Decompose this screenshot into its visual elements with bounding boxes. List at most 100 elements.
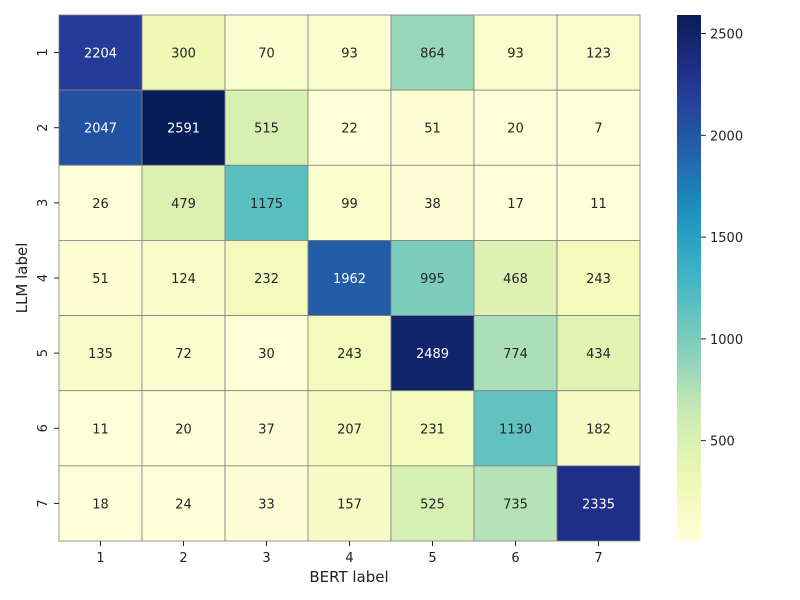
heatmap-cell-value: 2489 <box>416 347 449 362</box>
heatmap-cell-value: 38 <box>424 197 441 212</box>
heatmap-cell <box>141 14 226 91</box>
heatmap-cell-value: 93 <box>341 47 358 62</box>
heatmap-cell-value: 33 <box>258 497 275 512</box>
heatmap-cell <box>556 164 641 241</box>
heatmap-cell-value: 300 <box>171 47 196 62</box>
colorbar-tick-label: 2500 <box>710 28 743 43</box>
heatmap-cell-value: 479 <box>171 197 196 212</box>
heatmap-cell-value: 26 <box>92 197 109 212</box>
heatmap-cell-value: 51 <box>92 272 109 287</box>
heatmap-cell-value: 434 <box>586 347 611 362</box>
x-tick-label: 3 <box>262 551 270 566</box>
heatmap-cell <box>473 240 558 316</box>
heatmap-cell-value: 1130 <box>499 422 532 437</box>
heatmap-cell-value: 20 <box>507 122 524 137</box>
heatmap-cell-value: 1175 <box>250 197 283 212</box>
y-tick-label: 6 <box>36 424 51 432</box>
heatmap-cell-value: 182 <box>586 422 611 437</box>
heatmap-cell-value: 2335 <box>582 497 615 512</box>
heatmap-cell-value: 93 <box>507 47 524 62</box>
colorbar-tick-label: 1000 <box>710 333 743 348</box>
heatmap-cell <box>556 465 641 542</box>
heatmap-cell <box>556 315 641 392</box>
heatmap-cell-value: 17 <box>507 197 524 212</box>
heatmap-cell <box>58 164 143 241</box>
heatmap-cell <box>473 14 558 91</box>
heatmap-cell <box>224 164 309 241</box>
colorbar-tick-label: 1500 <box>710 231 743 246</box>
y-tick-label: 2 <box>36 124 51 132</box>
y-tick-label: 1 <box>36 48 51 56</box>
colorbar-tick-label: 500 <box>710 435 735 450</box>
x-tick-label: 4 <box>345 551 353 566</box>
heatmap-cell-value: 22 <box>341 122 358 137</box>
heatmap-cell-value: 735 <box>503 497 528 512</box>
x-tick-label: 7 <box>594 551 602 566</box>
heatmap-cells <box>58 14 641 542</box>
y-axis-ticks: 1 2 3 4 5 6 7 <box>36 48 59 508</box>
x-tick-label: 1 <box>96 551 104 566</box>
y-tick-label: 5 <box>36 349 51 357</box>
heatmap-cell <box>224 89 309 166</box>
heatmap-cell <box>224 315 309 392</box>
heatmap-cell-value: 30 <box>258 347 275 362</box>
heatmap-cell-value: 232 <box>254 272 279 287</box>
heatmap-cell-value: 20 <box>175 422 192 437</box>
heatmap-cell <box>141 240 226 316</box>
heatmap-cell-value: 774 <box>503 347 528 362</box>
heatmap-cell <box>307 14 392 91</box>
heatmap-cell <box>224 465 309 542</box>
heatmap-cell <box>307 240 392 316</box>
heatmap-cell-value: 70 <box>258 47 275 62</box>
heatmap-cell-value: 995 <box>420 272 445 287</box>
heatmap-cell <box>556 390 641 467</box>
heatmap-cell-value: 2047 <box>84 122 117 137</box>
heatmap-cell <box>473 89 558 166</box>
heatmap-cell-value: 1962 <box>333 272 366 287</box>
x-tick-label: 6 <box>511 551 519 566</box>
heatmap-cell-value: 207 <box>337 422 362 437</box>
heatmap-cell <box>390 390 475 467</box>
heatmap-cell <box>307 390 392 467</box>
y-tick-label: 7 <box>36 499 51 507</box>
heatmap-cell-value: 51 <box>424 122 441 137</box>
heatmap-cell-value: 243 <box>586 272 611 287</box>
x-axis-ticks: 1 2 3 4 5 6 7 <box>96 541 603 566</box>
heatmap-cell-value: 2204 <box>84 47 117 62</box>
y-axis-label: LLM label <box>13 243 31 314</box>
heatmap-cell <box>390 14 475 91</box>
heatmap-cell <box>556 89 641 166</box>
y-tick-label: 4 <box>36 274 51 282</box>
x-tick-label: 5 <box>428 551 436 566</box>
heatmap-cell <box>58 390 143 467</box>
heatmap-cell-value: 864 <box>420 47 445 62</box>
heatmap-cell-value: 18 <box>92 497 109 512</box>
heatmap-cell <box>307 465 392 542</box>
heatmap-cell <box>58 465 143 542</box>
colorbar: 500 1000 1500 2000 2500 <box>677 15 743 541</box>
colorbar-gradient <box>677 15 701 541</box>
heatmap-cell <box>390 465 475 542</box>
heatmap-cell-value: 243 <box>337 347 362 362</box>
heatmap-cell-value: 72 <box>175 347 192 362</box>
heatmap-cell <box>390 89 475 166</box>
heatmap-cell-value: 123 <box>586 47 611 62</box>
heatmap-cell-value: 135 <box>88 347 113 362</box>
heatmap-cell-value: 157 <box>337 497 362 512</box>
heatmap-cell-value: 231 <box>420 422 445 437</box>
heatmap-cell-value: 525 <box>420 497 445 512</box>
heatmap-cell-value: 11 <box>92 422 109 437</box>
heatmap-cell <box>473 465 558 542</box>
heatmap-cell-value: 468 <box>503 272 528 287</box>
heatmap-cell <box>58 240 143 316</box>
heatmap-cell <box>58 14 143 91</box>
x-tick-label: 2 <box>179 551 187 566</box>
heatmap-cell <box>390 164 475 241</box>
heatmap-cell <box>141 390 226 467</box>
heatmap-cell <box>141 164 226 241</box>
heatmap-cell-value: 11 <box>590 197 607 212</box>
y-tick-label: 3 <box>36 199 51 207</box>
heatmap-cell-value: 24 <box>175 497 192 512</box>
